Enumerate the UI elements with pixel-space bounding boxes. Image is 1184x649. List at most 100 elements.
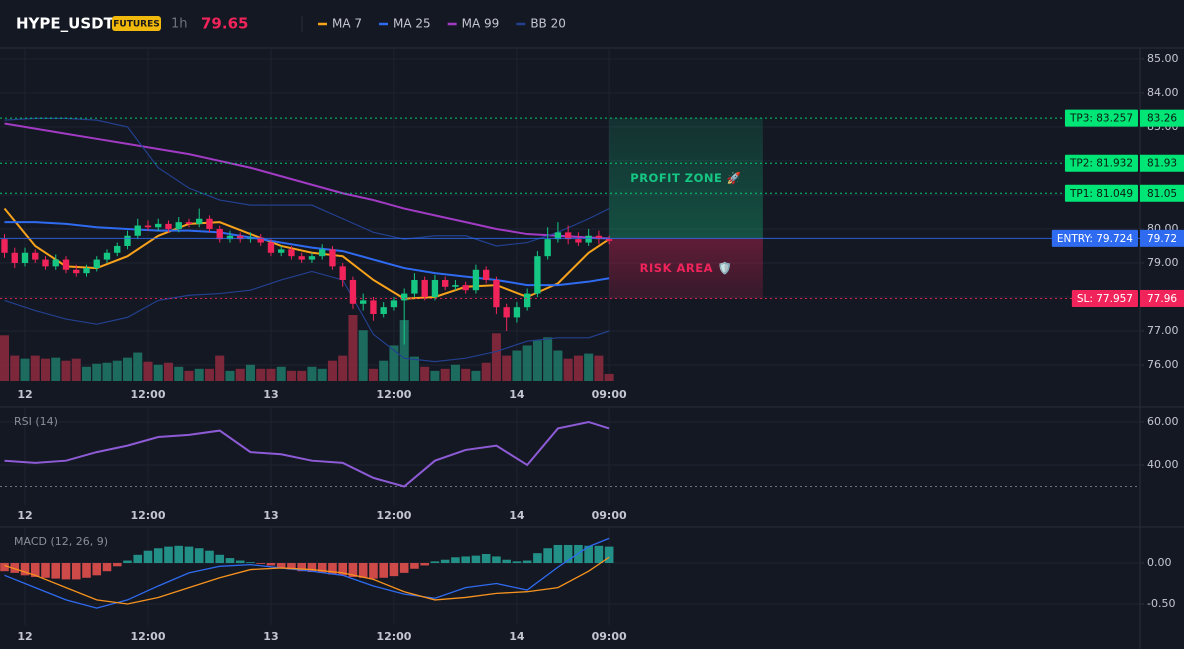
- interval: 1h: [171, 17, 188, 32]
- volume-bar: [543, 337, 553, 381]
- volume-bar: [307, 366, 317, 381]
- candle-body: [206, 218, 213, 229]
- candle-body: [83, 268, 90, 274]
- candle-body: [11, 252, 18, 263]
- volume-bar: [348, 315, 358, 381]
- histogram-bar: [358, 563, 368, 578]
- histogram-bar: [266, 563, 276, 566]
- axis-label-bg: [1140, 184, 1184, 202]
- symbol: HYPE_USDT: [16, 15, 115, 33]
- candle-body: [237, 235, 244, 240]
- candle-body: [21, 252, 29, 263]
- candle-body: [544, 239, 551, 257]
- x-tick-label: 12:00: [130, 388, 165, 401]
- level-label: ENTRY: 79.724: [1057, 233, 1133, 245]
- x-tick-label: 09:00: [592, 509, 627, 522]
- x-tick-label: 14: [509, 630, 525, 643]
- x-tick-label: 12:00: [376, 388, 411, 401]
- histogram-bar: [246, 562, 255, 564]
- x-tick-label: 12:00: [130, 509, 165, 522]
- volume-bar: [92, 363, 102, 381]
- volume-bar: [40, 358, 51, 381]
- histogram-bar: [451, 557, 460, 564]
- bb-line: [4, 117, 610, 247]
- histogram-bar: [338, 563, 348, 576]
- volume-bar: [512, 350, 522, 381]
- volume-bar: [389, 345, 399, 381]
- volume-bar: [584, 353, 594, 381]
- candle-body: [103, 252, 111, 260]
- volume-bar: [30, 355, 40, 381]
- level-label-bg: [1064, 154, 1138, 172]
- volume-bar: [174, 366, 184, 381]
- volume-bar: [20, 358, 30, 381]
- histogram-bar: [461, 556, 470, 564]
- volume-bar: [194, 368, 204, 381]
- candle-body: [226, 235, 234, 240]
- level-label-bg: [1071, 289, 1138, 307]
- volume-bar: [245, 364, 255, 381]
- histogram-bar: [440, 559, 450, 564]
- candle-body: [32, 252, 39, 260]
- candle-body: [401, 293, 408, 301]
- axis-label: 81.05: [1147, 188, 1177, 200]
- level-label-bg: [1064, 109, 1138, 127]
- candle-body: [411, 279, 418, 294]
- x-tick-label: 12:00: [376, 509, 411, 522]
- level-label: TP2: 81.932: [1069, 158, 1133, 170]
- histogram-bar: [420, 563, 429, 566]
- axis-label-bg: [1140, 154, 1184, 172]
- volume-bar: [317, 368, 327, 381]
- candle-body: [1, 239, 8, 253]
- candle-body: [534, 256, 541, 294]
- axis-label-bg: [1140, 109, 1184, 127]
- x-tick-label: 09:00: [592, 388, 627, 401]
- legend-label: BB 20: [530, 17, 566, 31]
- y-tick-label: 79.00: [1147, 256, 1179, 269]
- ma-line: [4, 122, 610, 240]
- candle-body: [575, 239, 582, 243]
- histogram-bar: [481, 553, 491, 564]
- histogram-bar: [594, 545, 604, 564]
- candle-body: [52, 259, 59, 267]
- candle-body: [452, 285, 459, 287]
- level-label: TP1: 81.049: [1069, 188, 1133, 200]
- histogram-bar: [553, 544, 563, 564]
- histogram-bar: [164, 546, 173, 564]
- y-tick-label: 0.00: [1147, 556, 1172, 569]
- histogram-bar: [71, 563, 81, 580]
- x-tick-label: 13: [263, 509, 278, 522]
- last-price: 79.65: [201, 15, 248, 33]
- volume-bar: [430, 370, 440, 381]
- candle-body: [165, 223, 172, 229]
- candle-body: [605, 239, 613, 241]
- histogram-bar: [112, 563, 122, 567]
- volume-bar: [102, 362, 112, 381]
- histogram-bar: [235, 560, 245, 564]
- y-tick-label: 85.00: [1147, 52, 1179, 65]
- level-label-bg: [1051, 229, 1138, 247]
- candle-body: [267, 242, 275, 253]
- level-label: SL: 77.957: [1077, 293, 1133, 305]
- volume-bar: [594, 355, 604, 381]
- y-tick-label: 60.00: [1147, 415, 1179, 428]
- x-tick-label: 12: [17, 388, 32, 401]
- histogram-bar: [522, 560, 532, 564]
- histogram-bar: [123, 560, 132, 564]
- x-tick-label: 12: [17, 630, 32, 643]
- histogram-bar: [399, 563, 409, 573]
- macd-line: [4, 537, 610, 609]
- axis-label-bg: [1140, 229, 1184, 247]
- axis-label: 77.96: [1147, 293, 1177, 305]
- volume-bar: [450, 364, 460, 381]
- volume-bar: [399, 320, 409, 381]
- volume-bar: [297, 370, 307, 381]
- histogram-bar: [512, 561, 522, 564]
- histogram-bar: [348, 563, 358, 577]
- histogram-bar: [92, 563, 102, 576]
- candle-body: [257, 237, 264, 243]
- volume-bar: [461, 368, 471, 381]
- candle-body: [288, 249, 295, 257]
- histogram-bar: [276, 563, 286, 568]
